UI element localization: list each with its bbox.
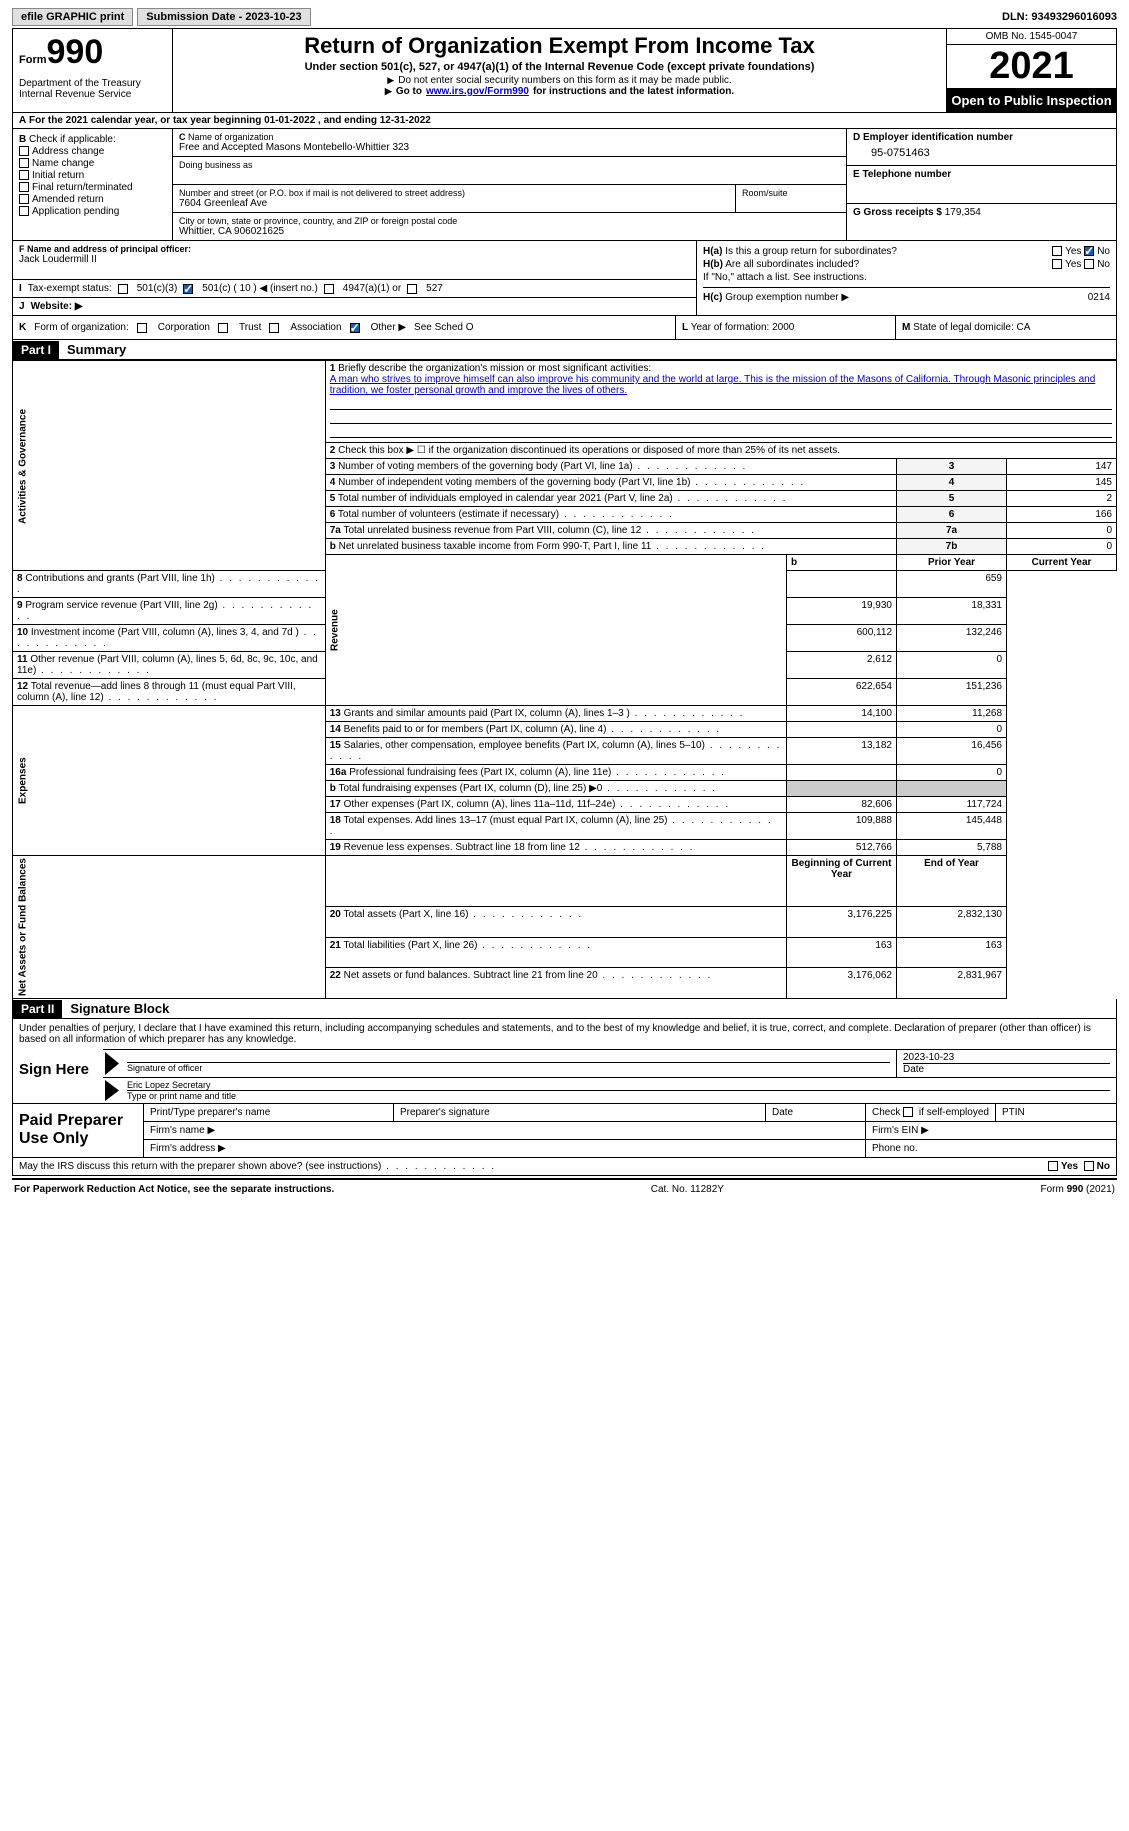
omb-number: OMB No. 1545-0047 bbox=[947, 29, 1116, 45]
instructions-link-row: ▶Go to www.irs.gov/Form990 for instructi… bbox=[177, 86, 942, 97]
firm-ein[interactable]: Firm's EIN ▶ bbox=[866, 1122, 1116, 1139]
part1-header: Part I bbox=[13, 341, 59, 359]
signature-declaration: Under penalties of perjury, I declare th… bbox=[13, 1019, 1116, 1049]
signature-date: 2023-10-23Date bbox=[896, 1050, 1116, 1077]
efile-button[interactable]: efile GRAPHIC print bbox=[12, 8, 133, 26]
checkbox-application-pending[interactable] bbox=[19, 206, 29, 216]
checkbox-self-employed[interactable] bbox=[903, 1107, 913, 1117]
officer-box: F Name and address of principal officer:… bbox=[13, 241, 696, 280]
vlabel-revenue: Revenue bbox=[325, 555, 786, 706]
checkbox-hb-yes[interactable] bbox=[1052, 259, 1062, 269]
checkbox-final-return[interactable] bbox=[19, 182, 29, 192]
ptin-box[interactable]: PTIN bbox=[996, 1104, 1116, 1121]
checkbox-ha-no[interactable] bbox=[1084, 246, 1094, 256]
website-row: JWebsite: ▶ bbox=[13, 298, 696, 315]
checkbox-corporation[interactable] bbox=[137, 323, 147, 333]
checkbox-address-change[interactable] bbox=[19, 146, 29, 156]
org-name-box: C Name of organization Free and Accepted… bbox=[173, 129, 846, 157]
line-a: A For the 2021 calendar year, or tax yea… bbox=[12, 113, 1117, 129]
street-box: Number and street (or P.O. box if mail i… bbox=[173, 185, 736, 212]
checkbox-527[interactable] bbox=[407, 284, 417, 294]
room-suite-box: Room/suite bbox=[736, 185, 846, 212]
dba-box: Doing business as bbox=[173, 157, 846, 185]
part2-title: Signature Block bbox=[62, 999, 177, 1018]
mission-text[interactable]: A man who strives to improve himself can… bbox=[330, 374, 1096, 396]
gross-receipts-box: G Gross receipts $ 179,354 bbox=[847, 204, 1116, 240]
preparer-date[interactable]: Date bbox=[766, 1104, 866, 1121]
form-title: Return of Organization Exempt From Incom… bbox=[177, 33, 942, 59]
irs-link[interactable]: www.irs.gov/Form990 bbox=[426, 86, 529, 97]
checkbox-discuss-no[interactable] bbox=[1084, 1161, 1094, 1171]
checkbox-4947[interactable] bbox=[324, 284, 334, 294]
preparer-signature[interactable]: Preparer's signature bbox=[394, 1104, 766, 1121]
vlabel-activities: Activities & Governance bbox=[13, 361, 326, 571]
firm-phone[interactable]: Phone no. bbox=[866, 1140, 1116, 1157]
public-inspection: Open to Public Inspection bbox=[947, 89, 1116, 112]
part1-title: Summary bbox=[59, 340, 134, 359]
name-title-field[interactable]: Eric Lopez SecretaryType or print name a… bbox=[121, 1078, 1116, 1103]
part2-header: Part II bbox=[13, 1000, 62, 1018]
checkbox-amended-return[interactable] bbox=[19, 194, 29, 204]
tax-exempt-row: ITax-exempt status: 501(c)(3) 501(c) ( 1… bbox=[13, 280, 696, 298]
arrow-icon bbox=[105, 1052, 119, 1075]
form-of-org-row: KForm of organization: Corporation Trust… bbox=[13, 316, 676, 339]
checkbox-association[interactable] bbox=[269, 323, 279, 333]
section-b: B Check if applicable: Address change Na… bbox=[13, 129, 173, 240]
vlabel-net: Net Assets or Fund Balances bbox=[13, 856, 326, 999]
vlabel-expenses: Expenses bbox=[13, 706, 326, 856]
checkbox-initial-return[interactable] bbox=[19, 170, 29, 180]
firm-address[interactable]: Firm's address ▶ bbox=[144, 1140, 866, 1157]
telephone-box: E Telephone number bbox=[847, 166, 1116, 203]
section-h: H(a) Is this a group return for subordin… bbox=[696, 241, 1116, 315]
dln: DLN: 93493296016093 bbox=[315, 11, 1117, 23]
state-domicile: M State of legal domicile: CA bbox=[896, 316, 1116, 339]
footer-left: For Paperwork Reduction Act Notice, see … bbox=[14, 1184, 334, 1195]
checkbox-hb-no[interactable] bbox=[1084, 259, 1094, 269]
checkbox-other[interactable] bbox=[350, 323, 360, 333]
arrow-icon bbox=[105, 1080, 119, 1101]
checkbox-501c[interactable] bbox=[183, 284, 193, 294]
paid-preparer-label: Paid Preparer Use Only bbox=[13, 1104, 143, 1157]
city-box: City or town, state or province, country… bbox=[173, 213, 846, 240]
checkbox-discuss-yes[interactable] bbox=[1048, 1161, 1058, 1171]
footer-right: Form 990 (2021) bbox=[1040, 1184, 1115, 1195]
summary-table: Activities & Governance 1 Briefly descri… bbox=[12, 360, 1117, 999]
self-employed-box: Check if self-employed bbox=[866, 1104, 996, 1121]
submission-button[interactable]: Submission Date - 2023-10-23 bbox=[137, 8, 310, 26]
year-formation: L Year of formation: 2000 bbox=[676, 316, 896, 339]
discuss-text: May the IRS discuss this return with the… bbox=[19, 1161, 496, 1172]
form-subtitle: Under section 501(c), 527, or 4947(a)(1)… bbox=[177, 61, 942, 73]
ein-box: D Employer identification number 95-0751… bbox=[847, 129, 1116, 166]
firm-name[interactable]: Firm's name ▶ bbox=[144, 1122, 866, 1139]
form-number: Form990 bbox=[19, 33, 166, 72]
department: Department of the TreasuryInternal Reven… bbox=[19, 78, 166, 100]
signature-field[interactable]: Signature of officer bbox=[121, 1050, 896, 1077]
checkbox-name-change[interactable] bbox=[19, 158, 29, 168]
ssn-warning: ▶Do not enter social security numbers on… bbox=[177, 75, 942, 86]
checkbox-501c3[interactable] bbox=[118, 284, 128, 294]
footer-mid: Cat. No. 11282Y bbox=[651, 1184, 724, 1195]
checkbox-trust[interactable] bbox=[218, 323, 228, 333]
sign-here-label: Sign Here bbox=[13, 1049, 103, 1103]
tax-year: 2021 bbox=[947, 45, 1116, 89]
checkbox-ha-yes[interactable] bbox=[1052, 246, 1062, 256]
preparer-name[interactable]: Print/Type preparer's name bbox=[144, 1104, 394, 1121]
